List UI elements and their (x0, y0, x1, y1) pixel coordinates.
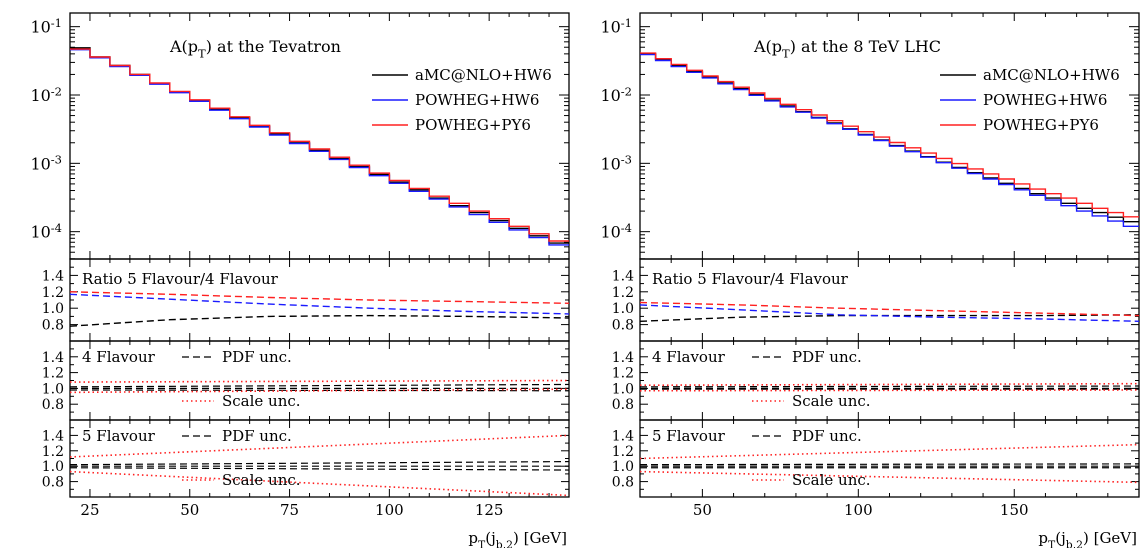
y-tick-label: 0.8 (612, 318, 634, 334)
y-tick-label: 0.8 (42, 397, 64, 413)
y-tick-label: 1.2 (42, 366, 64, 382)
y-tick-label: 1.2 (42, 444, 64, 460)
y-tick-label: 10-2 (600, 84, 632, 105)
y-tick-label: 1.4 (612, 350, 634, 366)
ratio-panel-label: Ratio 5 Flavour/4 Flavour (82, 270, 279, 288)
ratio-panel-label: Ratio 5 Flavour/4 Flavour (652, 270, 849, 288)
chart-title: A(pT) at the 8 TeV LHC (753, 37, 941, 61)
x-tick-label: 25 (80, 501, 99, 519)
y-tick-label: 0.8 (612, 475, 634, 491)
chart-title: A(pT) at the Tevatron (169, 37, 341, 61)
series-line-2 (70, 48, 569, 242)
pdf-band-line-1 (69, 389, 570, 392)
y-tick-label: 1.0 (42, 301, 64, 317)
y-tick-label: 1.0 (612, 381, 634, 397)
pdf-legend-label: PDF unc. (222, 427, 292, 445)
y-tick-label: 0.8 (42, 318, 64, 334)
flavour-panel-label: 5 Flavour (652, 427, 726, 445)
y-tick-label: 1.4 (42, 428, 64, 444)
y-tick-label: 10-1 (30, 16, 62, 37)
flavour-panel-label: 5 Flavour (82, 427, 156, 445)
x-tick-label: 50 (693, 501, 712, 519)
y-tick-label: 10-2 (30, 84, 62, 105)
y-tick-label: 10-4 (30, 221, 62, 242)
flavour-panel-label: 4 Flavour (82, 348, 156, 366)
y-tick-label: 1.2 (612, 285, 634, 301)
x-tick-label: 50 (180, 501, 199, 519)
series-line-1 (70, 49, 569, 246)
y-tick-label: 1.2 (42, 285, 64, 301)
scale-legend-label: Scale unc. (222, 392, 301, 410)
y-tick-label: 1.0 (42, 381, 64, 397)
legend-label: POWHEG+HW6 (415, 91, 539, 109)
legend-label: POWHEG+PY6 (983, 116, 1099, 134)
scale-legend-label: Scale unc. (792, 471, 871, 489)
y-tick-label: 1.0 (612, 459, 634, 475)
pdf-legend-label: PDF unc. (222, 348, 292, 366)
pdf-legend-label: PDF unc. (792, 348, 862, 366)
series-line-2 (640, 52, 1139, 218)
y-tick-label: 1.4 (42, 268, 64, 284)
y-tick-label: 1.4 (612, 268, 634, 284)
pdf-band-line-1 (69, 467, 570, 471)
pdf-band-line-0 (69, 383, 570, 388)
y-tick-label: 10-1 (600, 16, 632, 37)
ratio-line-0 (639, 314, 1140, 322)
y-tick-label: 10-3 (600, 153, 632, 174)
legend-label: POWHEG+HW6 (983, 91, 1107, 109)
y-tick-label: 1.4 (42, 350, 64, 366)
scale-legend-label: Scale unc. (222, 471, 301, 489)
y-tick-label: 1.4 (612, 428, 634, 444)
y-tick-label: 1.0 (612, 301, 634, 317)
x-axis-label: pT(jb,2) [GeV] (468, 529, 567, 548)
x-tick-label: 125 (475, 501, 504, 519)
ratio-line-2 (639, 301, 1140, 317)
scale-band-line-1 (639, 470, 1140, 484)
ratio-line-0 (69, 314, 570, 327)
scale-band-line-0 (639, 382, 1140, 387)
scale-band-line-1 (69, 470, 570, 497)
x-tick-label: 75 (280, 501, 299, 519)
series-line-1 (640, 53, 1139, 227)
y-tick-label: 10-3 (30, 153, 62, 174)
scale-band-line-0 (69, 379, 570, 383)
y-tick-label: 0.8 (612, 397, 634, 413)
x-tick-label: 100 (844, 501, 873, 519)
pdf-band-line-0 (639, 385, 1140, 388)
y-tick-label: 1.0 (42, 459, 64, 475)
legend-label: POWHEG+PY6 (415, 116, 531, 134)
scale-band-line-1 (639, 389, 1140, 392)
ratio-line-2 (69, 291, 570, 304)
x-axis-label: pT(jb,2) [GeV] (1038, 529, 1137, 548)
ratio-line-1 (69, 293, 570, 315)
legend-label: aMC@NLO+HW6 (983, 66, 1120, 84)
flavour-panel-label: 4 Flavour (652, 348, 726, 366)
scale-legend-label: Scale unc. (792, 392, 871, 410)
pdf-band-line-0 (69, 460, 570, 466)
scale-band-line-0 (639, 443, 1140, 460)
pdf-legend-label: PDF unc. (792, 427, 862, 445)
ratio-line-1 (639, 304, 1140, 322)
y-tick-label: 1.2 (612, 444, 634, 460)
y-tick-label: 1.2 (612, 366, 634, 382)
x-tick-label: 100 (375, 501, 404, 519)
y-tick-label: 0.8 (42, 475, 64, 491)
x-tick-label: 150 (1000, 501, 1029, 519)
pdf-band-line-0 (639, 463, 1140, 466)
legend-label: aMC@NLO+HW6 (415, 66, 552, 84)
y-tick-label: 10-4 (600, 221, 632, 242)
